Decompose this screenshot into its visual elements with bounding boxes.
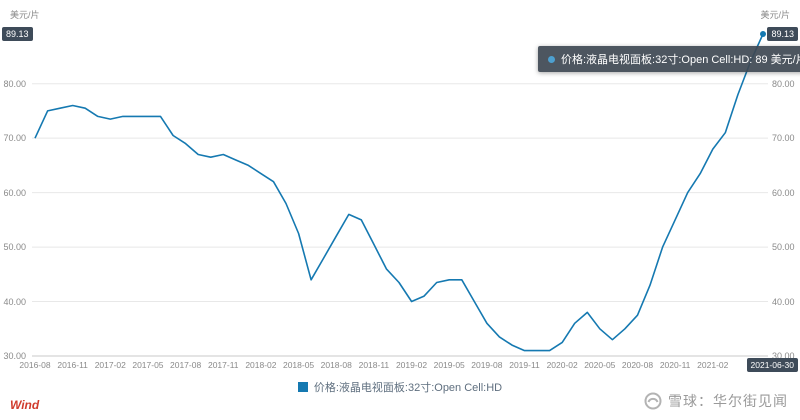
source-text: 雪球：华尔街见闻 (668, 393, 788, 409)
x-tick-label: 2019-02 (395, 360, 428, 370)
y-tick-label: 70.00 (772, 133, 795, 144)
x-tick-label: 2020-02 (546, 360, 578, 370)
y-tick-label: 50.00 (772, 242, 795, 253)
xueqiu-logo-icon (644, 392, 662, 410)
x-tick-label: 2020-11 (659, 360, 691, 370)
x-tick-label: 2017-11 (207, 360, 239, 370)
y-tick-label: 30.00 (772, 351, 795, 361)
x-tick-label: 2016-08 (19, 360, 51, 370)
y-axis-labels-left: 80.00 70.00 60.00 50.00 40.00 30.00 (0, 0, 28, 420)
y-tick-label: 70.00 (3, 133, 26, 144)
y-axis-labels-right: 80.00 70.00 60.00 50.00 40.00 30.00 (770, 0, 800, 420)
tooltip-text: 价格:液晶电视面板:32寸:Open Cell:HD: 89 美元/片 (561, 54, 800, 66)
tooltip: 价格:液晶电视面板:32寸:Open Cell:HD: 89 美元/片 (538, 46, 800, 72)
legend-label: 价格:液晶电视面板:32寸:Open Cell:HD (313, 382, 503, 394)
y-max-badge-left: 89.13 (2, 27, 33, 41)
x-tick-label: 2017-02 (94, 360, 126, 370)
y-axis-unit-left: 美元/片 (10, 10, 40, 20)
x-tick-label: 2016-11 (57, 360, 88, 370)
source-attribution: 雪球：华尔街见闻 (644, 391, 788, 411)
y-tick-label: 40.00 (3, 296, 26, 307)
x-tick-label: 2018-05 (282, 360, 315, 370)
x-tick-label: 2017-05 (132, 360, 164, 370)
wind-logo: Wind (10, 398, 40, 412)
x-tick-label: 2019-08 (471, 360, 503, 370)
series-dot-icon (548, 55, 555, 63)
y-tick-label: 60.00 (772, 187, 795, 198)
y-max-badge-right: 89.13 (767, 27, 798, 41)
y-tick-label: 40.00 (772, 296, 795, 307)
x-tick-label: 2020-08 (621, 360, 654, 370)
x-tick-label: 2018-02 (245, 360, 277, 370)
y-tick-label: 80.00 (3, 78, 26, 89)
y-tick-label: 30.00 (3, 351, 26, 361)
x-tick-label: 2018-08 (320, 360, 352, 370)
legend-item[interactable]: 价格:液晶电视面板:32寸:Open Cell:HD (0, 379, 800, 395)
y-tick-label: 60.00 (3, 187, 26, 198)
x-tick-label: 2019-11 (509, 360, 540, 370)
x-tick-label: 2021-02 (697, 360, 729, 370)
plot-svg[interactable] (32, 28, 768, 366)
x-tick-label: 2017-08 (170, 360, 202, 370)
x-tick-label: 2020-05 (584, 360, 616, 370)
x-last-badge: 2021-06-30 (746, 358, 798, 372)
legend-swatch-icon (297, 382, 308, 392)
x-tick-label: 2018-11 (358, 360, 390, 370)
y-axis-unit-right: 美元/片 (760, 10, 790, 20)
y-tick-label: 80.00 (772, 78, 795, 89)
y-tick-label: 50.00 (3, 242, 26, 253)
x-tick-label: 2019-05 (433, 360, 465, 370)
